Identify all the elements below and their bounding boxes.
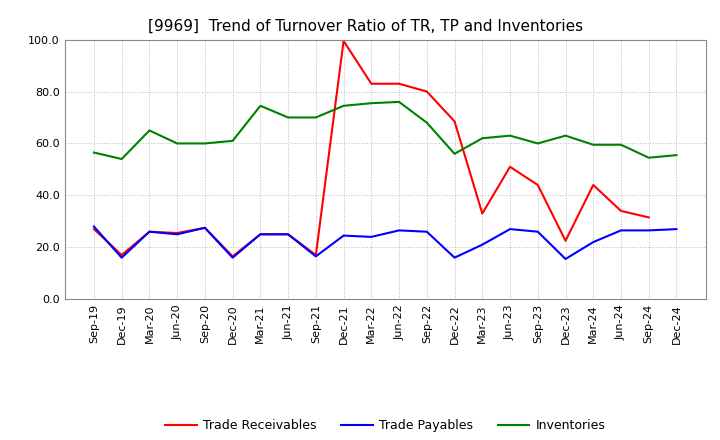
Text: [9969]  Trend of Turnover Ratio of TR, TP and Inventories: [9969] Trend of Turnover Ratio of TR, TP… [148,19,583,34]
Trade Payables [284,231,292,237]
Legend: Trade Receivables, Trade Payables, Inventories: Trade Receivables, Trade Payables, Inven… [161,414,610,437]
Trade Receivables [173,231,181,236]
Trade Receivables [616,208,625,213]
Trade Receivables [228,254,237,259]
Inventories [423,120,431,125]
Trade Receivables [534,182,542,187]
Trade Receivables [423,89,431,94]
Trade Payables [478,242,487,247]
Inventories [173,141,181,146]
Inventories [616,142,625,147]
Trade Payables [395,228,403,233]
Trade Receivables [367,81,376,86]
Inventories [201,141,210,146]
Trade Receivables [478,211,487,216]
Trade Payables [589,239,598,245]
Trade Receivables [89,227,98,232]
Trade Receivables [505,164,514,169]
Trade Payables [312,254,320,259]
Trade Payables [644,228,653,233]
Inventories [561,133,570,138]
Trade Receivables [339,38,348,44]
Inventories [589,142,598,147]
Inventories [312,115,320,120]
Trade Payables [534,229,542,235]
Inventories [478,136,487,141]
Trade Payables [616,228,625,233]
Trade Payables [672,227,681,232]
Trade Payables [256,231,265,237]
Trade Payables [367,234,376,239]
Inventories [505,133,514,138]
Inventories [644,155,653,160]
Trade Receivables [589,182,598,187]
Trade Receivables [395,81,403,86]
Inventories [256,103,265,108]
Inventories [367,101,376,106]
Trade Receivables [644,215,653,220]
Inventories [534,141,542,146]
Trade Receivables [312,253,320,258]
Inventories [284,115,292,120]
Trade Receivables [256,231,265,237]
Trade Receivables [561,238,570,243]
Inventories [145,128,154,133]
Inventories [339,103,348,108]
Trade Payables [89,224,98,229]
Trade Payables [117,255,126,260]
Trade Payables [505,227,514,232]
Trade Receivables [450,119,459,124]
Trade Payables [423,229,431,235]
Inventories [228,138,237,143]
Trade Payables [339,233,348,238]
Trade Payables [201,225,210,231]
Line: Trade Payables: Trade Payables [94,227,677,259]
Inventories [672,153,681,158]
Inventories [395,99,403,105]
Trade Payables [561,257,570,262]
Trade Receivables [145,229,154,235]
Trade Payables [450,255,459,260]
Trade Payables [145,229,154,235]
Inventories [450,151,459,157]
Trade Payables [173,231,181,237]
Line: Trade Receivables: Trade Receivables [94,41,649,257]
Trade Receivables [284,231,292,237]
Trade Receivables [201,225,210,231]
Trade Receivables [117,253,126,258]
Inventories [117,156,126,161]
Line: Inventories: Inventories [94,102,677,159]
Trade Payables [228,255,237,260]
Inventories [89,150,98,155]
